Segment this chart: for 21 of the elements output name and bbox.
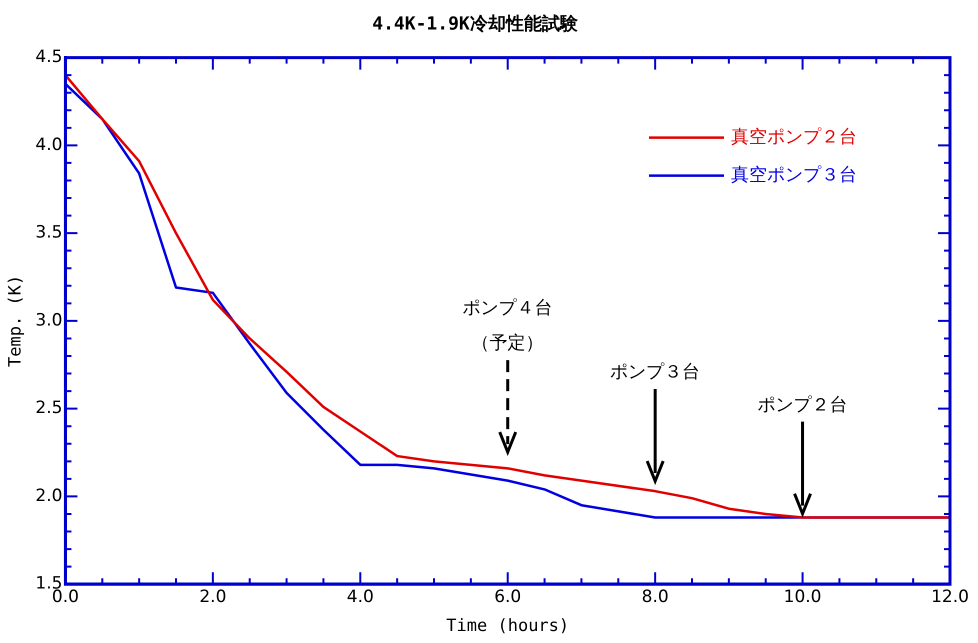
y-axis-title: Temp. (K): [6, 274, 26, 367]
legend-label: 真空ポンプ２台: [731, 126, 857, 148]
x-tick-label: 2.0: [199, 586, 226, 607]
chart-title: 4.4K-1.9K冷却性能試験: [372, 13, 579, 34]
x-tick-label: 6.0: [494, 586, 522, 607]
annotation: （予定）: [472, 332, 544, 354]
x-tick-label: 4.0: [346, 586, 374, 607]
y-tick-label: 3.5: [35, 222, 62, 243]
annotation: ポンプ２台: [758, 394, 848, 416]
y-tick-label: 2.0: [35, 486, 62, 506]
y-tick-label: 2.5: [35, 398, 62, 418]
x-tick-label: 12.0: [931, 586, 969, 607]
y-tick-label: 4.0: [35, 134, 62, 155]
annotation: ポンプ４台: [462, 297, 553, 318]
x-tick-label: 8.0: [642, 586, 669, 607]
x-axis-title: Time (hours): [446, 616, 570, 636]
legend-label: 真空ポンプ３台: [731, 164, 857, 186]
annotation: ポンプ３台: [610, 362, 700, 383]
x-tick-label: 10.0: [784, 586, 822, 607]
y-tick-label: 4.5: [35, 47, 62, 68]
y-tick-label: 3.0: [35, 310, 62, 330]
